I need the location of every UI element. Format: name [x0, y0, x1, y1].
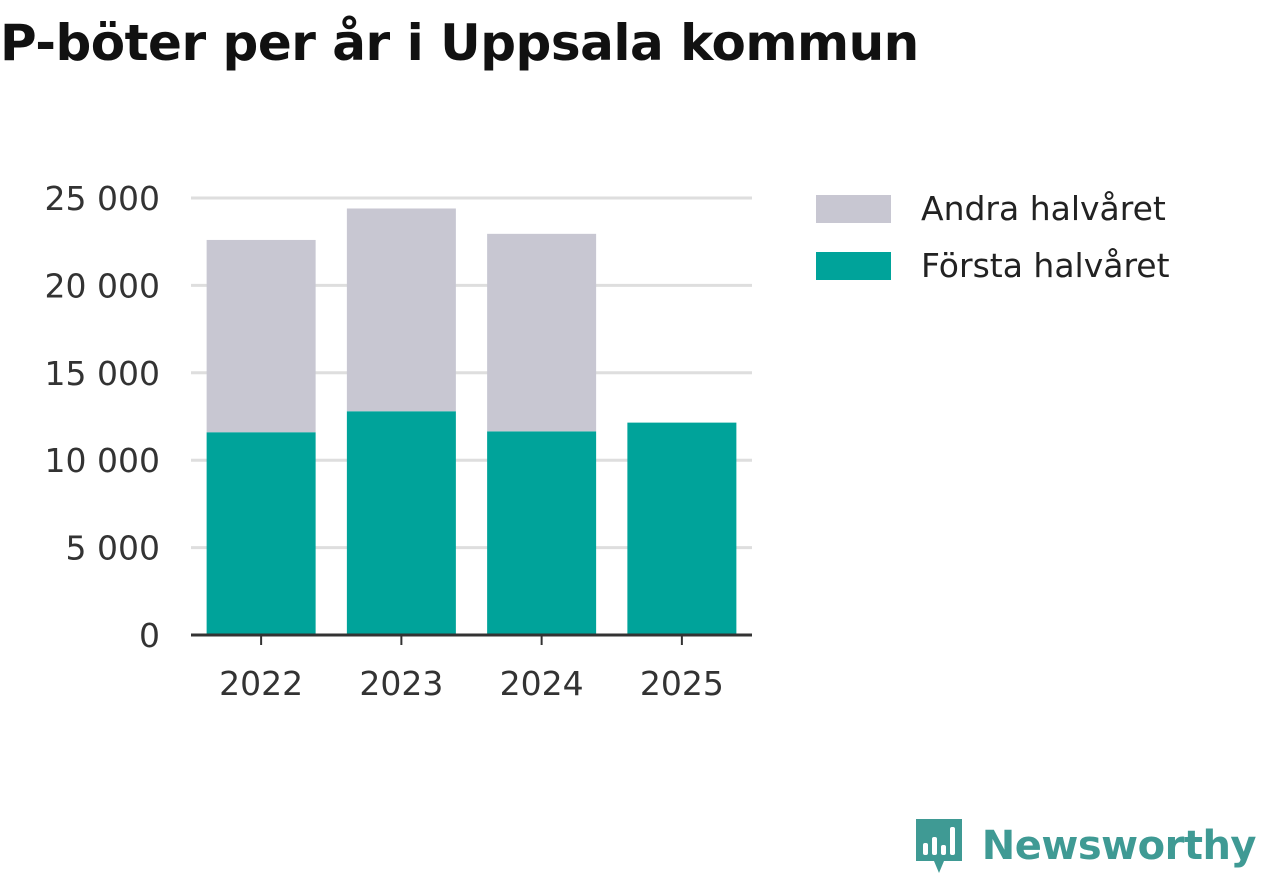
bars [206, 208, 737, 635]
legend-swatch-andra-halvaret [816, 194, 891, 223]
newsworthy-logo-icon [915, 819, 962, 873]
chart-title: P-böter per år i Uppsala kommun [0, 14, 919, 72]
bar-2025-forsta [627, 422, 737, 635]
bar-2023-andra [346, 208, 456, 412]
legend-swatch-forsta-halvaret [816, 251, 891, 280]
x-tick-label: 2025 [640, 664, 724, 703]
y-tick-label: 20 000 [45, 266, 160, 305]
y-tick-label: 5 000 [66, 529, 160, 568]
brand-name: Newsworthy [981, 823, 1257, 869]
y-tick-label: 10 000 [45, 441, 160, 480]
legend: Andra halvåret Första halvåret [816, 180, 1170, 294]
y-tick-label: 15 000 [45, 354, 160, 393]
y-tick-label: 0 [139, 616, 160, 655]
brand-logo: Newsworthy [914, 817, 1257, 875]
legend-item-andra-halvaret: Andra halvåret [816, 180, 1170, 237]
y-tick-label: 25 000 [45, 179, 160, 218]
bar-2024-forsta [487, 431, 597, 635]
bar-2022-forsta [206, 432, 316, 635]
bar-2023-forsta [346, 411, 456, 635]
axes: 0 5 000 10 000 15 000 20 000 25 000 2022 2023 20… [45, 179, 752, 703]
legend-label-forsta-halvaret: Första halvåret [921, 246, 1170, 285]
legend-label-andra-halvaret: Andra halvåret [921, 189, 1166, 228]
x-tick-label: 2023 [359, 664, 443, 703]
bar-2022-andra [206, 239, 316, 433]
bar-2024-andra [487, 233, 597, 432]
x-tick-label: 2024 [500, 664, 584, 703]
x-tick-label: 2022 [219, 664, 303, 703]
legend-item-forsta-halvaret: Första halvåret [816, 237, 1170, 294]
